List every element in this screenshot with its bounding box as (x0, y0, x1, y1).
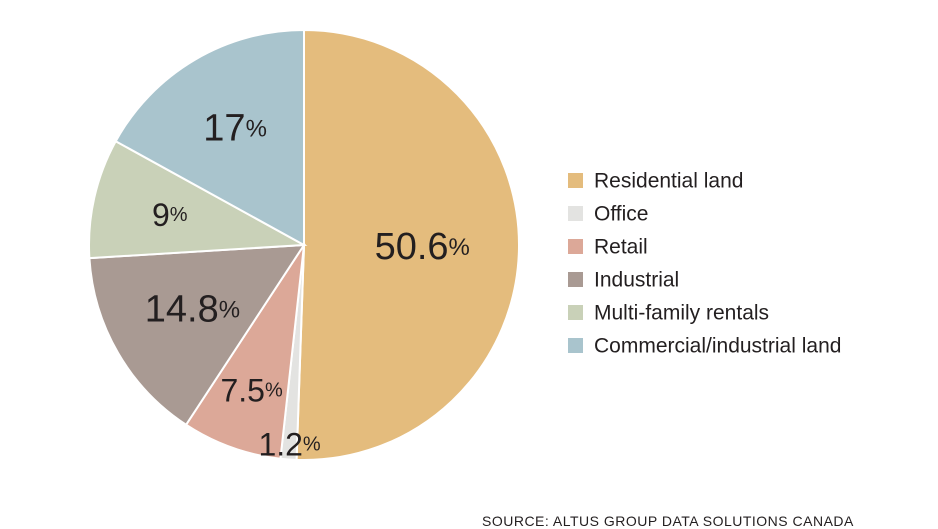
legend-label-commercial-industrial-land: Commercial/industrial land (594, 335, 841, 358)
legend: Residential land Office Retail Industrial Mu… (568, 170, 841, 358)
pie-slice-retail (184, 244, 305, 460)
legend-swatch-office (568, 206, 583, 221)
pie-slice-residential-land (295, 28, 520, 461)
slice-label-commercial-industrial-land: 17% (203, 107, 267, 149)
legend-swatch-residential-land (568, 173, 583, 188)
legend-label-multi-family-rentals: Multi-family rentals (594, 302, 769, 325)
legend-label-residential-land: Residential land (594, 170, 743, 193)
slice-label-residential-land: 50.6% (375, 226, 470, 268)
legend-label-retail: Retail (594, 236, 648, 259)
source-note: SOURCE: ALTUS GROUP DATA SOLUTIONS CANAD… (482, 513, 854, 529)
slice-label-industrial: 14.8% (145, 289, 240, 331)
legend-swatch-multi-family-rentals (568, 305, 583, 320)
legend-swatch-retail (568, 239, 583, 254)
pie-slice-industrial (88, 243, 306, 427)
slice-label-office: 1.2% (258, 426, 320, 462)
pie-slice-labels: 50.6% 1.2% 7.5% 14.8% 9% 17% (145, 107, 470, 462)
slice-label-retail: 7.5% (220, 373, 282, 409)
pie-slice-multi-family-rentals (88, 139, 308, 260)
pie-slice-commercial-industrial-land (114, 28, 305, 247)
legend-swatch-commercial-industrial-land (568, 338, 583, 353)
slice-label-multi-family-rentals: 9% (152, 197, 188, 233)
legend-label-industrial: Industrial (594, 269, 679, 292)
pie-slices (88, 28, 520, 461)
legend-label-office: Office (594, 203, 648, 226)
legend-swatch-industrial (568, 272, 583, 287)
